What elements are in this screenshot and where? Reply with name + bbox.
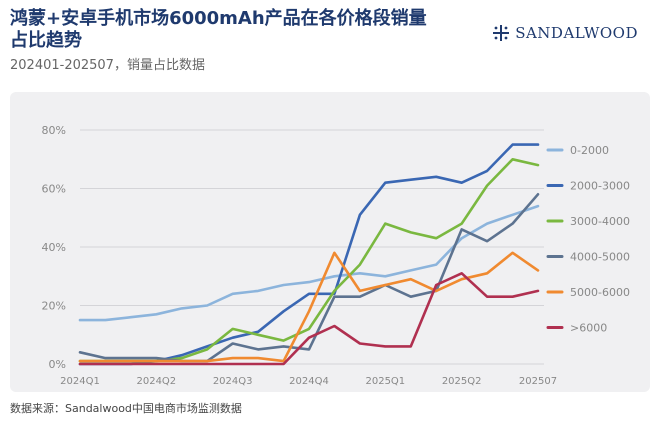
legend-label: 5000-6000 <box>570 286 630 299</box>
line-chart: 0% 20% 40% 60% 80% 2024Q1 2024Q2 2024Q3 2024Q4 20… <box>42 124 630 387</box>
x-tick-label: 2025Q2 <box>442 376 482 387</box>
y-tick-label: 20% <box>42 300 66 313</box>
page-title: 鸿蒙+安卓手机市场6000mAh产品在各价格段销量占比趋势 <box>10 8 427 51</box>
logo-text: SANDALWOOD <box>515 24 638 42</box>
x-tick-label: 202507 <box>519 376 557 387</box>
series-line <box>78 251 540 363</box>
series-line <box>78 158 540 363</box>
legend-label: 4000-5000 <box>570 251 630 264</box>
series-line <box>78 193 540 363</box>
legend-label: 2000-3000 <box>570 180 630 193</box>
x-tick-label: 2024Q1 <box>60 376 100 387</box>
legend-label: 0-2000 <box>570 144 609 157</box>
brand-logo: SANDALWOOD <box>493 24 638 42</box>
y-tick-label: 80% <box>42 124 66 137</box>
legend-label: 3000-4000 <box>570 215 630 228</box>
y-tick-label: 40% <box>42 241 66 254</box>
legend-label: >6000 <box>570 322 607 335</box>
y-tick-label: 0% <box>49 358 66 371</box>
y-tick-label: 60% <box>42 183 66 196</box>
data-source-note: 数据来源：Sandalwood中国电商市场监测数据 <box>10 402 242 415</box>
x-tick-label: 2024Q4 <box>289 376 329 387</box>
x-tick-label: 2025Q1 <box>365 376 405 387</box>
series-line <box>78 143 540 366</box>
page-subtitle: 202401-202507，销量占比数据 <box>10 58 205 73</box>
x-tick-label: 2024Q3 <box>213 376 253 387</box>
series-line <box>78 272 540 366</box>
chart-card: 0% 20% 40% 60% 80% 2024Q1 2024Q2 2024Q3 2024Q4 20… <box>10 92 650 392</box>
sandalwood-logo-icon <box>493 25 510 41</box>
x-tick-label: 2024Q2 <box>136 376 176 387</box>
series-line <box>78 204 540 322</box>
